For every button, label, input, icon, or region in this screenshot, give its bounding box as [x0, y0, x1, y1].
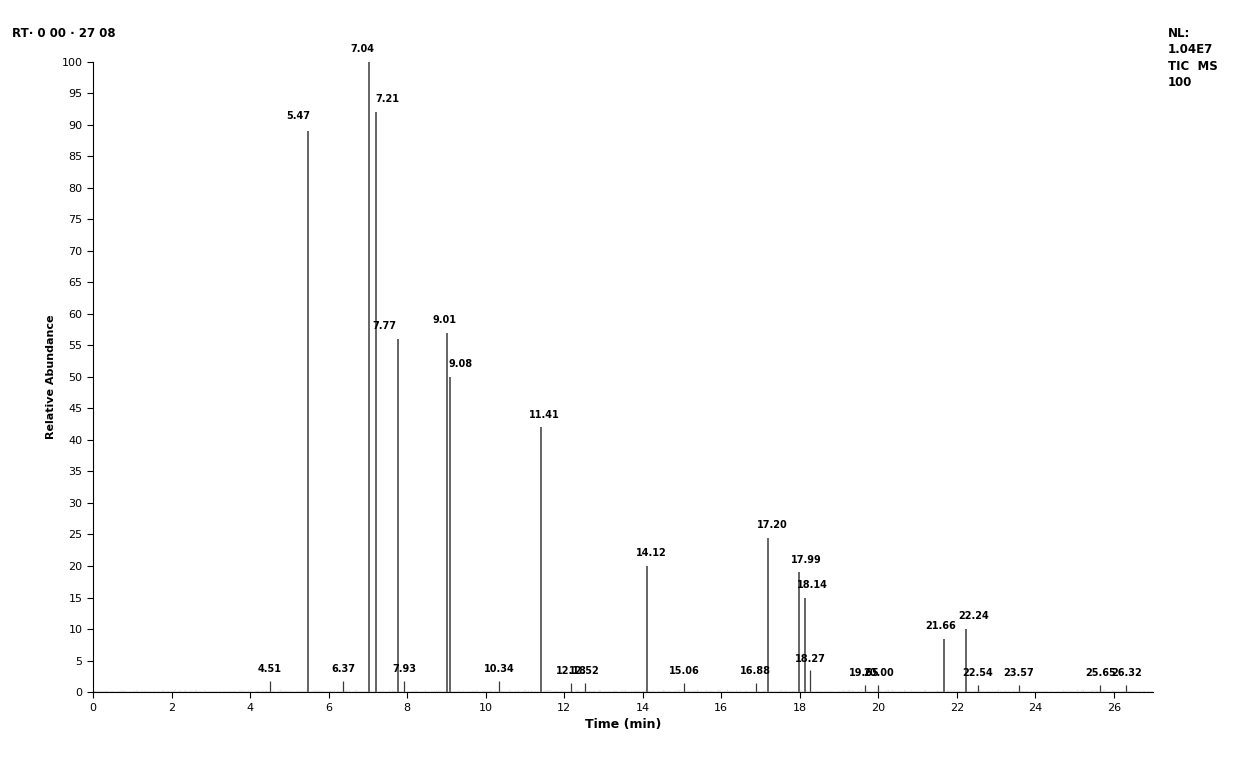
- Text: 26.32: 26.32: [1111, 668, 1142, 678]
- Text: 21.66: 21.66: [925, 621, 956, 631]
- Text: 7.04: 7.04: [351, 44, 374, 54]
- Text: 7.77: 7.77: [372, 321, 397, 331]
- Text: 22.24: 22.24: [959, 611, 988, 621]
- Text: 12.18: 12.18: [556, 666, 587, 677]
- Text: 7.93: 7.93: [392, 664, 417, 674]
- Text: 11.41: 11.41: [528, 410, 559, 420]
- Text: 17.20: 17.20: [756, 520, 787, 530]
- Y-axis label: Relative Abundance: Relative Abundance: [46, 315, 56, 439]
- Text: 12.52: 12.52: [569, 666, 600, 677]
- Text: 4.51: 4.51: [258, 664, 281, 674]
- Text: 20.00: 20.00: [863, 668, 894, 678]
- Text: 16.88: 16.88: [740, 666, 771, 677]
- Text: NL:
1.04E7
TIC  MS
100: NL: 1.04E7 TIC MS 100: [1168, 27, 1218, 89]
- Text: 10.34: 10.34: [484, 664, 515, 674]
- Text: 14.12: 14.12: [636, 548, 667, 558]
- Text: 7.21: 7.21: [376, 95, 399, 105]
- Text: 18.27: 18.27: [795, 654, 826, 664]
- Text: RT· 0 00 · 27 08: RT· 0 00 · 27 08: [12, 27, 117, 40]
- Text: 19.65: 19.65: [849, 668, 880, 678]
- Text: 25.65: 25.65: [1085, 668, 1116, 678]
- Text: 9.01: 9.01: [433, 315, 456, 325]
- Text: 9.08: 9.08: [449, 359, 472, 369]
- Text: 15.06: 15.06: [670, 666, 699, 677]
- Text: 5.47: 5.47: [286, 112, 310, 122]
- X-axis label: Time (min): Time (min): [585, 718, 661, 731]
- Text: 6.37: 6.37: [331, 664, 355, 674]
- Text: 17.99: 17.99: [791, 554, 822, 564]
- Text: 22.54: 22.54: [962, 668, 993, 678]
- Text: 18.14: 18.14: [797, 580, 828, 590]
- Text: 23.57: 23.57: [1003, 668, 1034, 678]
